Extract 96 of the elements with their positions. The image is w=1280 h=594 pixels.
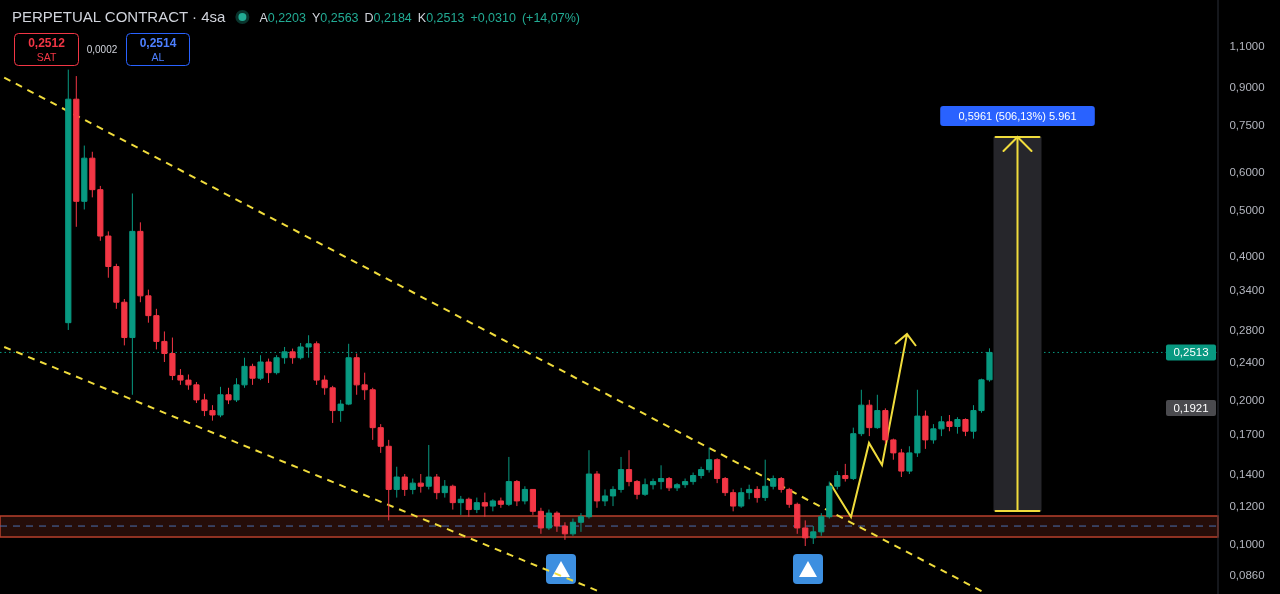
candlestick xyxy=(682,478,689,489)
candlestick xyxy=(409,478,416,495)
price-tag: 0,1921 xyxy=(1166,400,1216,416)
candlestick xyxy=(513,479,520,507)
candlestick xyxy=(561,521,569,541)
candlestick xyxy=(505,456,512,507)
candlestick xyxy=(265,358,272,384)
candlestick xyxy=(954,416,961,435)
candlestick xyxy=(641,478,649,497)
candlestick xyxy=(770,475,777,490)
y-tick-label: 1,1000 xyxy=(1229,39,1265,52)
candlestick xyxy=(698,466,705,480)
candlestick xyxy=(577,512,585,533)
y-tick-label: 0,2800 xyxy=(1229,324,1265,336)
candlestick xyxy=(417,473,424,494)
y-tick-label: 0,1200 xyxy=(1229,500,1265,513)
y-tick-label: 0,1000 xyxy=(1229,537,1265,550)
candlestick xyxy=(401,473,408,497)
candlestick xyxy=(690,472,697,486)
candlestick xyxy=(289,348,296,365)
annotation: 0,2514 xyxy=(139,36,177,50)
candlestick xyxy=(601,488,609,507)
candlestick xyxy=(537,507,545,535)
candlestick xyxy=(441,479,448,499)
sell-button: 0,2512 SAT xyxy=(14,33,79,66)
y-tick-label: 0,9000 xyxy=(1229,81,1265,94)
candlestick xyxy=(706,447,713,474)
y-tick-label: 0,5000 xyxy=(1229,203,1265,216)
candlestick xyxy=(65,69,72,331)
candlestick xyxy=(481,492,488,518)
candlestick xyxy=(609,485,617,507)
candlestick xyxy=(593,470,601,509)
annotation: AL xyxy=(151,51,165,63)
annotation: 0,1921 xyxy=(1173,402,1209,415)
candlestick xyxy=(657,464,665,490)
candlestick xyxy=(249,363,256,386)
y-tick-label: 0,6000 xyxy=(1229,165,1265,178)
candlestick xyxy=(521,485,528,505)
candlestick xyxy=(778,476,785,494)
candlestick xyxy=(553,510,561,533)
candlestick xyxy=(946,414,953,432)
text: A0,2203 Y0,2563 D0,2184 K0,2513 +0,0310 (+14,07%) xyxy=(259,10,580,25)
candlestick xyxy=(722,476,729,497)
candlestick xyxy=(393,466,400,499)
candlestick xyxy=(874,394,881,430)
candlestick xyxy=(962,417,969,437)
y-tick-label: 0,2000 xyxy=(1229,393,1265,406)
y-tick-label: 0,2400 xyxy=(1229,356,1265,369)
candlestick xyxy=(746,484,753,500)
candlestick xyxy=(738,487,745,509)
candlestick xyxy=(730,488,737,512)
candlestick xyxy=(786,487,793,509)
candlestick xyxy=(473,497,480,514)
ref-line-label: 0,2513 xyxy=(1173,346,1209,359)
candlestick xyxy=(457,495,464,516)
candlestick xyxy=(465,497,472,518)
candlestick xyxy=(633,479,641,500)
candlestick xyxy=(217,386,224,418)
candlestick xyxy=(489,498,496,512)
candlestick xyxy=(754,485,761,504)
annotation: 0,5961 (506,13%) 5.961 xyxy=(958,110,1077,122)
candlestick xyxy=(625,449,633,487)
candlestick xyxy=(569,518,577,537)
candlestick xyxy=(665,476,673,492)
candlestick xyxy=(649,478,657,490)
candlestick xyxy=(714,457,721,484)
candlestick xyxy=(225,387,232,405)
candlestick xyxy=(585,449,593,520)
candlestick xyxy=(673,482,681,492)
candlestick xyxy=(866,399,873,437)
y-tick-label: 0,3400 xyxy=(1229,283,1265,296)
price-tag: 0,2513 xyxy=(1166,344,1216,361)
y-tick-label: 0,1400 xyxy=(1229,468,1265,481)
candlestick xyxy=(257,354,264,381)
candlestick xyxy=(922,410,929,450)
buy-button: 0,2514 AL xyxy=(126,33,190,66)
candlestick xyxy=(762,459,769,502)
text: PERPETUAL CONTRACT · 4sa xyxy=(12,8,227,25)
candlestick xyxy=(449,484,456,511)
y-tick-label: 0,0860 xyxy=(1229,569,1265,582)
candlestick xyxy=(81,145,88,210)
candlestick xyxy=(529,488,536,516)
annotation: 0,2512 xyxy=(28,36,66,50)
y-tick-label: 0,4000 xyxy=(1229,249,1265,262)
y-tick-label: 0,1700 xyxy=(1229,427,1265,440)
annotation: SAT xyxy=(36,51,57,63)
candlestick xyxy=(842,463,849,483)
candlestick xyxy=(617,456,625,494)
y-tick-label: 0,7500 xyxy=(1229,119,1265,132)
candlestick xyxy=(497,497,504,509)
annotation: 0,0002 xyxy=(86,44,118,55)
candlestick xyxy=(73,75,80,228)
candlestick xyxy=(545,509,553,531)
candlestick xyxy=(425,444,432,490)
candlestick xyxy=(433,473,440,500)
measure-tag: 0,5961 (506,13%) 5.961 xyxy=(940,106,1095,126)
